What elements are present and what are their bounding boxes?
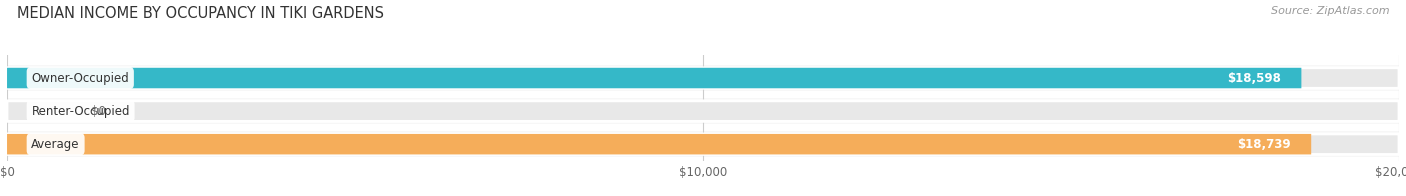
Text: Average: Average <box>31 138 80 151</box>
FancyBboxPatch shape <box>7 68 1302 88</box>
FancyBboxPatch shape <box>7 134 1399 154</box>
FancyBboxPatch shape <box>7 101 1399 121</box>
FancyBboxPatch shape <box>7 68 1399 88</box>
Text: $0: $0 <box>90 105 105 118</box>
Text: Renter-Occupied: Renter-Occupied <box>31 105 129 118</box>
Text: $18,739: $18,739 <box>1237 138 1291 151</box>
FancyBboxPatch shape <box>7 132 1399 157</box>
Text: Source: ZipAtlas.com: Source: ZipAtlas.com <box>1271 6 1389 16</box>
Text: MEDIAN INCOME BY OCCUPANCY IN TIKI GARDENS: MEDIAN INCOME BY OCCUPANCY IN TIKI GARDE… <box>17 6 384 21</box>
Text: $18,598: $18,598 <box>1226 72 1281 84</box>
FancyBboxPatch shape <box>7 65 1399 91</box>
FancyBboxPatch shape <box>7 134 1312 154</box>
Text: Owner-Occupied: Owner-Occupied <box>31 72 129 84</box>
FancyBboxPatch shape <box>7 98 1399 124</box>
